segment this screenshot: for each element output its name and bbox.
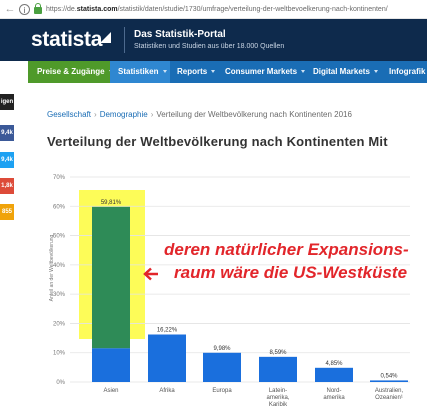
chevron-down-icon <box>211 70 216 74</box>
x-tick-label: Karibik <box>269 402 288 408</box>
data-label: 8,59% <box>269 350 287 356</box>
x-tick-label: Afrika <box>159 388 175 394</box>
site-header: statista Das Statistik-Portal Statistike… <box>0 19 427 61</box>
y-tick-label: 40% <box>53 263 66 269</box>
annotation-line-2: raum wäre die US-Westküste <box>174 263 408 282</box>
bar <box>315 367 353 382</box>
breadcrumb-gesellschaft[interactable]: Gesellschaft <box>47 110 92 119</box>
share-other-button[interactable]: 855 <box>0 204 14 220</box>
portal-subtitle: Statistiken und Studien aus über 18.000 … <box>134 43 285 50</box>
data-label: 16,22% <box>157 327 178 333</box>
y-axis-label: Anteil an der Weltbevölkerung <box>49 234 55 302</box>
bar <box>370 380 408 382</box>
nav-preise-zugaenge[interactable]: Preise & Zugänge <box>28 61 113 83</box>
url-text[interactable]: https://de.statista.com/statistik/daten/… <box>46 5 388 13</box>
y-tick-label: 60% <box>53 204 66 210</box>
y-tick-label: 10% <box>53 351 66 357</box>
bar-asien <box>92 206 130 349</box>
share-facebook-button[interactable]: 9,4k <box>0 125 14 141</box>
bar-chart: 0% 10% 20% 30% 40% 50% 60% 70% 59,81% Asien 16,22%… <box>0 168 427 408</box>
chevron-down-icon <box>162 70 167 74</box>
data-label: 4,85% <box>325 361 343 367</box>
lock-icon <box>34 2 42 14</box>
x-tick-label: Australien, <box>375 388 404 394</box>
info-icon[interactable]: i <box>19 3 30 15</box>
nav-infografik[interactable]: Infografik <box>389 67 426 76</box>
share-label: igen <box>0 94 14 110</box>
chart-canvas: 0% 10% 20% 30% 40% 50% 60% 70% 59,81% Asien 16,22%… <box>53 175 410 408</box>
breadcrumb-demographie[interactable]: Demographie <box>99 110 148 119</box>
y-tick-label: 50% <box>53 234 66 240</box>
x-tick-label: Latein- <box>269 388 287 394</box>
x-tick-label: amerika, <box>266 395 289 401</box>
logo-mark-icon <box>100 32 111 43</box>
nav-reports[interactable]: Reports <box>177 61 216 83</box>
y-tick-label: 20% <box>53 321 66 327</box>
breadcrumb: Gesellschaft › Demographie › Verteilung der … <box>47 110 352 119</box>
x-tick-label: Europa <box>212 388 232 394</box>
statista-logo[interactable]: statista <box>31 28 103 51</box>
share-google-button[interactable]: 1,8k <box>0 178 14 194</box>
x-tick-label: amerika <box>323 395 345 401</box>
data-label: 9,98% <box>213 346 231 352</box>
header-divider <box>124 27 125 53</box>
annotation-line-1: deren natürlicher Expansions- <box>164 240 409 259</box>
share-twitter-button[interactable]: 9,4k <box>0 152 14 168</box>
browser-address-bar[interactable]: ← i https://de.statista.com/statistik/da… <box>0 0 427 19</box>
x-tick-label: Asien <box>103 388 118 394</box>
data-label: 0,54% <box>380 373 398 379</box>
y-tick-label: 70% <box>53 175 66 181</box>
chevron-down-icon <box>374 70 379 74</box>
bar <box>148 334 186 382</box>
page-title: Verteilung der Weltbevölkerung nach Kont… <box>47 134 388 149</box>
y-tick-label: 0% <box>56 380 65 386</box>
portal-title: Das Statistik-Portal <box>134 29 226 40</box>
x-tick-label: Nord- <box>326 388 341 394</box>
back-arrow-icon[interactable]: ← <box>4 3 16 15</box>
chevron-down-icon <box>301 70 306 74</box>
arrow-left-icon <box>143 267 158 281</box>
nav-digital-markets[interactable]: Digital Markets <box>313 61 379 83</box>
bar-asien-base <box>92 348 130 382</box>
nav-consumer-markets[interactable]: Consumer Markets <box>225 61 306 83</box>
main-nav: Preise & Zugänge Statistiken Reports Con… <box>0 61 427 83</box>
bar <box>203 352 241 382</box>
x-tick-label: Ozeanien¹ <box>375 395 403 401</box>
bar <box>259 356 297 382</box>
y-tick-label: 30% <box>53 292 66 298</box>
nav-spacer <box>0 61 28 83</box>
nav-statistiken[interactable]: Statistiken <box>110 61 170 83</box>
data-label: 59,81% <box>101 200 122 206</box>
breadcrumb-current: Verteilung der Weltbevölkerung nach Kont… <box>156 110 352 119</box>
